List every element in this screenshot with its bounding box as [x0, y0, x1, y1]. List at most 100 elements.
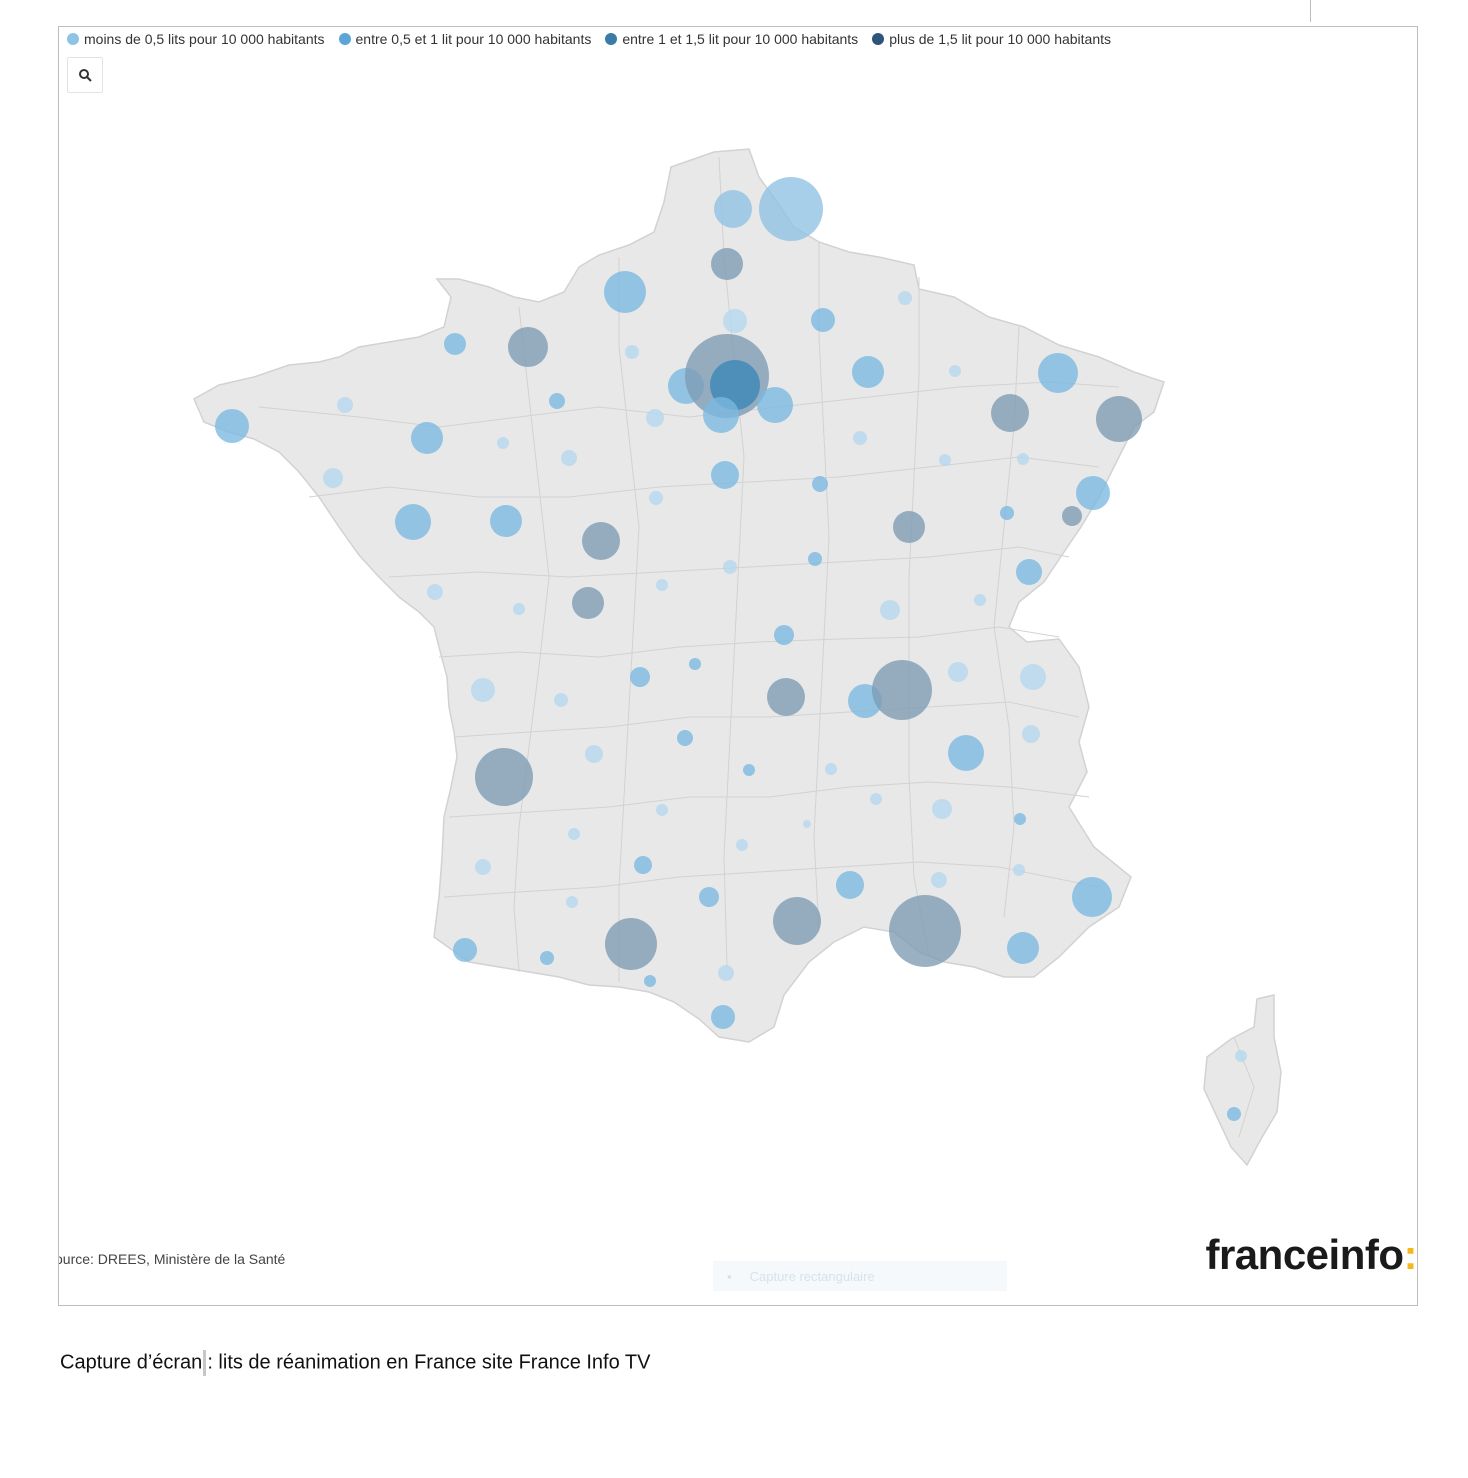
bubble[interactable] [644, 975, 656, 987]
legend-item-high[interactable]: plus de 1,5 lit pour 10 000 habitants [872, 31, 1111, 47]
bubble[interactable] [711, 1005, 735, 1029]
bubble[interactable] [773, 897, 821, 945]
bubble[interactable] [1038, 353, 1078, 393]
bubble[interactable] [554, 693, 568, 707]
bubble[interactable] [513, 603, 525, 615]
bubble[interactable] [508, 327, 548, 367]
bubble[interactable] [852, 356, 884, 388]
bubble[interactable] [1096, 396, 1142, 442]
legend-item-medium-high[interactable]: entre 1 et 1,5 lit pour 10 000 habitants [605, 31, 858, 47]
bubble[interactable] [646, 409, 664, 427]
bubble[interactable] [1022, 725, 1040, 743]
bubble[interactable] [872, 660, 932, 720]
bubble[interactable] [497, 437, 509, 449]
bubble[interactable] [757, 387, 793, 423]
bubble[interactable] [711, 248, 743, 280]
bubble[interactable] [604, 271, 646, 313]
bubble[interactable] [723, 560, 737, 574]
bubble[interactable] [1013, 864, 1025, 876]
bubble[interactable] [898, 291, 912, 305]
bubble[interactable] [323, 468, 343, 488]
bubble[interactable] [1235, 1050, 1247, 1062]
bubble[interactable] [453, 938, 477, 962]
bubble[interactable] [475, 748, 533, 806]
bubble[interactable] [677, 730, 693, 746]
bubble[interactable] [932, 799, 952, 819]
bubble[interactable] [540, 951, 554, 965]
legend-item-medium-low[interactable]: entre 0,5 et 1 lit pour 10 000 habitants [338, 31, 591, 47]
legend-item-low[interactable]: moins de 0,5 lits pour 10 000 habitants [67, 31, 325, 47]
bubble[interactable] [939, 454, 951, 466]
bubble[interactable] [215, 409, 249, 443]
bubble[interactable] [634, 856, 652, 874]
bubble[interactable] [774, 625, 794, 645]
bubble[interactable] [736, 839, 748, 851]
bubble[interactable] [1016, 559, 1042, 585]
bubble[interactable] [889, 895, 961, 967]
bubble[interactable] [825, 763, 837, 775]
bubble[interactable] [853, 431, 867, 445]
bubble[interactable] [427, 584, 443, 600]
bubble[interactable] [561, 450, 577, 466]
bubble[interactable] [625, 345, 639, 359]
bubble[interactable] [759, 177, 823, 241]
bubble[interactable] [630, 667, 650, 687]
bubble[interactable] [931, 872, 947, 888]
bubble[interactable] [475, 859, 491, 875]
bubble[interactable] [689, 658, 701, 670]
bubble[interactable] [743, 764, 755, 776]
bubble[interactable] [949, 365, 961, 377]
bubble[interactable] [836, 871, 864, 899]
capture-tool-overlay[interactable]: ▪ Capture rectangulaire [713, 1261, 1007, 1291]
bubble[interactable] [723, 309, 747, 333]
bubble[interactable] [870, 793, 882, 805]
bubble[interactable] [411, 422, 443, 454]
bubble[interactable] [808, 552, 822, 566]
bubble[interactable] [549, 393, 565, 409]
map-frame: moins de 0,5 lits pour 10 000 habitants … [58, 26, 1418, 1306]
bubble[interactable] [568, 828, 580, 840]
bubble[interactable] [811, 308, 835, 332]
bubble[interactable] [444, 333, 466, 355]
bubble[interactable] [1000, 506, 1014, 520]
bubble[interactable] [471, 678, 495, 702]
franceinfo-logo[interactable]: franceinfo: [1205, 1231, 1417, 1279]
bubble[interactable] [711, 461, 739, 489]
bubble[interactable] [880, 600, 900, 620]
bubble[interactable] [893, 511, 925, 543]
legend-dot-medium-low-icon [338, 33, 351, 45]
bubble[interactable] [991, 394, 1029, 432]
bubble[interactable] [699, 887, 719, 907]
bubble[interactable] [1072, 877, 1112, 917]
bubble[interactable] [714, 190, 752, 228]
bubble[interactable] [1007, 932, 1039, 964]
bubble[interactable] [974, 594, 986, 606]
bubble[interactable] [582, 522, 620, 560]
bubble[interactable] [649, 491, 663, 505]
bubble[interactable] [605, 918, 657, 970]
bubble[interactable] [948, 662, 968, 682]
bubble[interactable] [572, 587, 604, 619]
bubble[interactable] [1017, 453, 1029, 465]
bubble[interactable] [1014, 813, 1026, 825]
bubble[interactable] [803, 820, 811, 828]
bubble[interactable] [656, 579, 668, 591]
bubble[interactable] [395, 504, 431, 540]
bubble[interactable] [1062, 506, 1082, 526]
bubble[interactable] [585, 745, 603, 763]
bubble[interactable] [812, 476, 828, 492]
bubble[interactable] [1020, 664, 1046, 690]
bubble[interactable] [490, 505, 522, 537]
bubble[interactable] [1227, 1107, 1241, 1121]
bubble[interactable] [1076, 476, 1110, 510]
bubble[interactable] [566, 896, 578, 908]
bubble[interactable] [767, 678, 805, 716]
bubble[interactable] [703, 397, 739, 433]
bubble[interactable] [337, 397, 353, 413]
france-map[interactable] [59, 27, 1418, 1306]
legend-dot-high-icon [872, 33, 885, 45]
bubble[interactable] [718, 965, 734, 981]
bubble[interactable] [656, 804, 668, 816]
bubble[interactable] [948, 735, 984, 771]
map-search-button[interactable] [67, 57, 103, 93]
